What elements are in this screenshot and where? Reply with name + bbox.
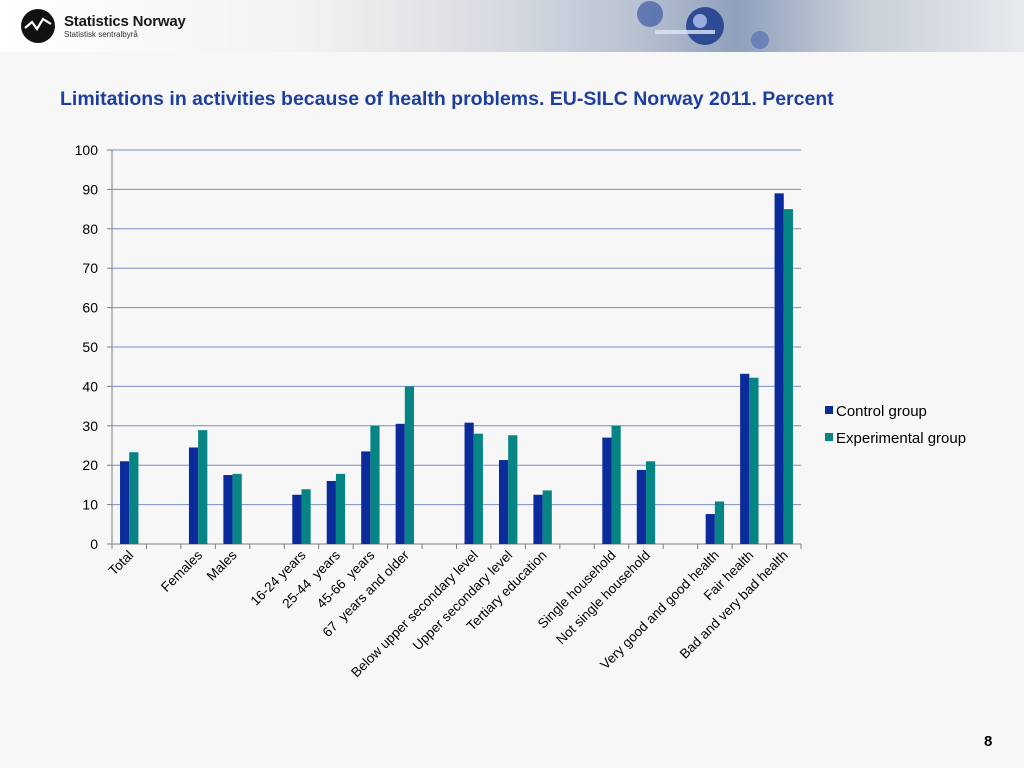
bar <box>636 469 646 544</box>
x-tick-label: Total <box>106 548 137 579</box>
y-tick-label: 70 <box>82 260 98 276</box>
bar <box>335 473 346 544</box>
y-tick-label: 40 <box>82 378 98 394</box>
bar <box>370 425 380 544</box>
bar <box>223 475 233 544</box>
bar <box>749 377 759 544</box>
bar <box>783 209 793 544</box>
bar <box>232 473 242 544</box>
slide-background <box>0 52 1024 768</box>
bar <box>473 433 483 544</box>
y-tick-label: 10 <box>82 497 98 513</box>
bar <box>498 460 509 544</box>
bar <box>714 501 725 544</box>
logo-name: Statistics Norway <box>64 12 186 30</box>
statistics-norway-logo[interactable]: Statistics Norway Statistisk sentralbyrå <box>20 8 186 44</box>
y-tick-label: 30 <box>82 418 98 434</box>
legend-label: Experimental group <box>836 430 966 447</box>
bar <box>611 425 621 544</box>
bar <box>404 386 415 544</box>
y-tick-label: 20 <box>82 457 98 473</box>
bar <box>198 430 208 544</box>
bar <box>326 480 336 544</box>
x-tick-label: Very good and good health <box>597 548 722 673</box>
logo-subtitle: Statistisk sentralbyrå <box>64 29 138 39</box>
y-tick-label: 100 <box>75 142 99 158</box>
bar <box>542 490 552 544</box>
page-number: 8 <box>984 733 993 750</box>
legend-label: Control group <box>836 403 927 420</box>
bar <box>301 489 311 544</box>
bar <box>705 514 715 544</box>
banner-decoration <box>637 1 769 49</box>
header-banner: Statistics Norway Statistisk sentralbyrå <box>0 0 1024 52</box>
x-tick-label: Males <box>204 547 240 583</box>
y-tick-label: 90 <box>82 181 98 197</box>
bar <box>602 437 612 544</box>
logo-mark-icon <box>21 9 55 43</box>
bar <box>508 435 518 544</box>
bar <box>464 422 474 544</box>
bar <box>188 447 199 544</box>
bar <box>533 494 543 544</box>
y-tick-label: 50 <box>82 339 98 355</box>
page-title: Limitations in activities because of hea… <box>60 88 834 110</box>
legend-swatch <box>825 433 833 441</box>
bar <box>645 461 656 544</box>
bar <box>292 494 302 544</box>
y-tick-label: 60 <box>82 300 98 316</box>
y-tick-label: 80 <box>82 221 98 237</box>
bar <box>774 193 784 544</box>
bar <box>361 451 371 544</box>
bar <box>740 373 750 544</box>
bar <box>120 461 130 544</box>
y-tick-label: 0 <box>90 536 98 552</box>
x-tick-label: Females <box>158 547 205 594</box>
bar <box>395 423 405 544</box>
legend-swatch <box>825 406 833 414</box>
bar <box>129 452 139 544</box>
